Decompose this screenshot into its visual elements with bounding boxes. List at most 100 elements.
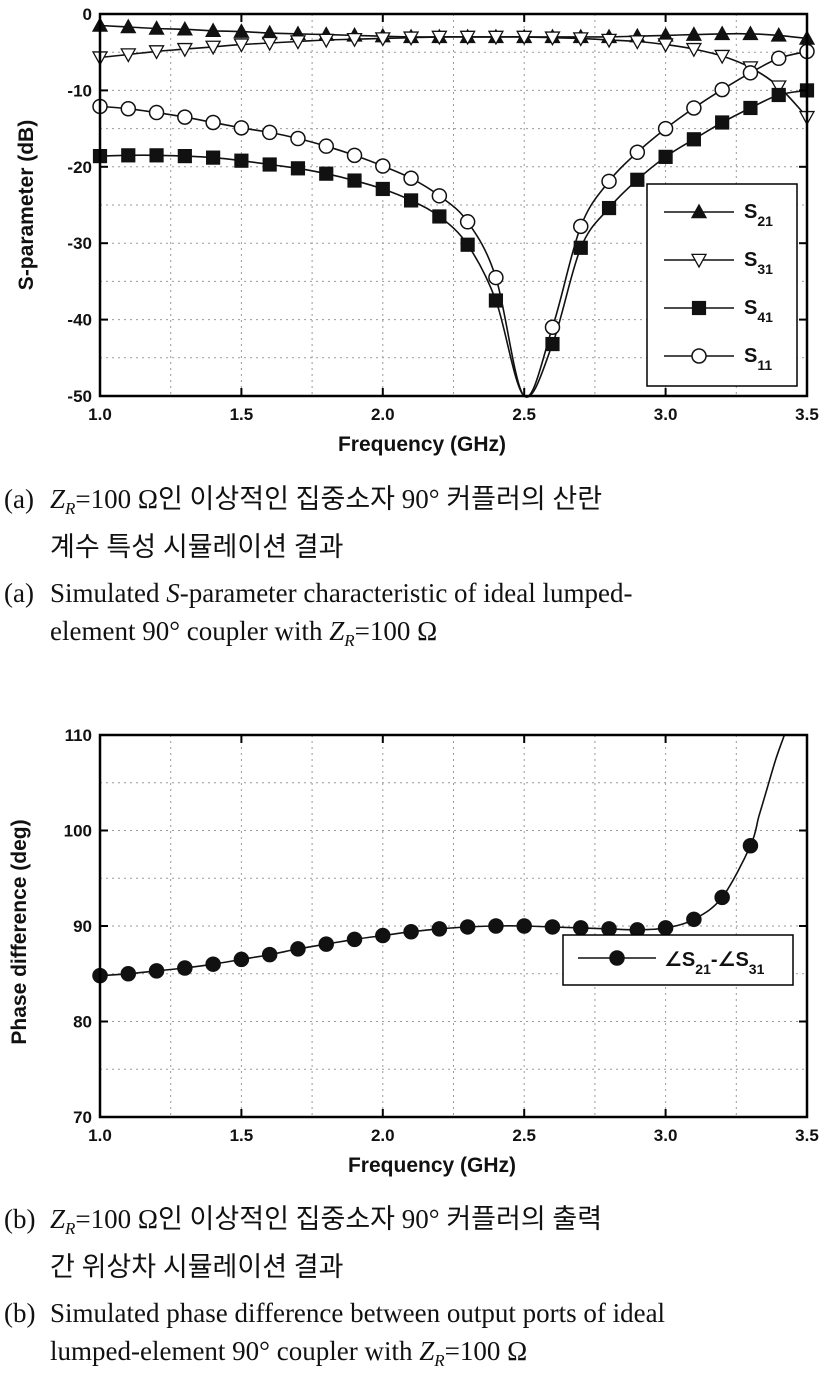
chart-a-frame xyxy=(98,12,809,398)
chart-a-legend: S21 S31 S41 S11 xyxy=(646,183,798,387)
caption-b-english-line2-post: =100 Ω xyxy=(444,1336,528,1366)
caption-a-english: (a) Simulated S-parameter characteristic … xyxy=(4,574,823,660)
chart-a-y-tick-labels: 0 -10 -20 -30 -40 -50 xyxy=(67,5,92,406)
data-point-S41 xyxy=(488,293,504,308)
data-point-S31 xyxy=(459,30,476,46)
caption-a-english-z-sub: R xyxy=(344,631,355,651)
data-point-S41 xyxy=(601,200,617,216)
chart-a: 0 -10 -20 -30 -40 -50 1.0 1.5 2.0 2.5 3.0 3.5 Freq… xyxy=(15,5,819,456)
data-point-S41 xyxy=(121,148,136,163)
legend-label-phase: ∠S21-∠S31 xyxy=(664,949,765,977)
data-point-S21 xyxy=(120,18,137,34)
caption-b-english-line2-pre: lumped-element 90° coupler with xyxy=(50,1336,420,1366)
y-tick-label: -30 xyxy=(67,234,92,253)
legend-marker-S41 xyxy=(691,300,707,316)
caption-a-korean: (a) ZR=100 Ω인 이상적인 집중소자 90° 커플러의 산란 계수 특성… xyxy=(4,480,823,566)
x-tick-label: 1.5 xyxy=(230,405,254,424)
data-point-∠S21-∠S31 xyxy=(459,919,476,935)
y-tick-label: -20 xyxy=(67,158,92,177)
data-point-S21 xyxy=(770,27,787,42)
data-point-∠S21-∠S31 xyxy=(488,918,504,934)
data-point-∠S21-∠S31 xyxy=(318,936,334,952)
chart-b-legend: ∠S21-∠S31 xyxy=(562,934,794,986)
x-tick-label: 2.5 xyxy=(512,405,536,424)
data-point-S11 xyxy=(488,269,504,286)
caption-b-korean-z-sub: R xyxy=(65,1219,76,1239)
data-point-S41 xyxy=(686,132,701,147)
data-point-∠S21-∠S31 xyxy=(261,946,278,963)
y-tick-label: 70 xyxy=(73,1108,92,1127)
data-point-S41 xyxy=(432,209,447,224)
data-point-∠S21-∠S31 xyxy=(290,941,306,957)
data-point-∠S21-∠S31 xyxy=(346,931,363,948)
x-tick-label: 2.5 xyxy=(512,1126,536,1145)
chart-b: 110 100 90 80 70 1.0 1.5 2.0 2.5 3.0 3.5 Frequenc… xyxy=(8,726,819,1177)
data-point-S21 xyxy=(148,20,165,35)
data-point-S11 xyxy=(261,124,278,141)
caption-b-korean-z: Z xyxy=(50,1204,66,1234)
x-tick-label: 1.5 xyxy=(230,1126,254,1145)
caption-b-korean-line1: =100 Ω인 이상적인 집중소자 90° 커플러의 출력 xyxy=(75,1204,603,1234)
data-point-S41 xyxy=(658,149,673,164)
caption-b-korean-line2: 간 위상차 시뮬레이션 결과 xyxy=(50,1252,344,1283)
data-point-S31 xyxy=(120,48,137,63)
data-point-S41 xyxy=(149,148,164,163)
data-point-S31 xyxy=(600,33,618,49)
x-tick-label: 1.0 xyxy=(88,405,112,424)
data-point-∠S21-∠S31 xyxy=(742,838,759,854)
y-tick-label: 110 xyxy=(65,726,92,745)
legend-label-S11: S11 xyxy=(744,345,772,373)
data-point-S31 xyxy=(657,38,674,53)
data-point-∠S21-∠S31 xyxy=(177,960,193,976)
data-point-S31 xyxy=(572,32,589,47)
chart-b-y-tick-labels: 110 100 90 80 70 xyxy=(64,726,92,1127)
data-point-S11 xyxy=(742,65,759,81)
data-point-S31 xyxy=(487,30,505,46)
data-point-∠S21-∠S31 xyxy=(431,921,448,937)
data-point-∠S21-∠S31 xyxy=(205,956,221,972)
data-point-S31 xyxy=(714,49,731,65)
data-point-S31 xyxy=(402,31,420,47)
data-point-∠S21-∠S31 xyxy=(375,927,391,944)
caption-b-english-z-sub: R xyxy=(434,1351,445,1371)
data-point-S31 xyxy=(148,45,165,60)
x-tick-label: 3.5 xyxy=(795,1126,819,1145)
x-tick-label: 3.0 xyxy=(654,405,678,424)
legend-marker-S21 xyxy=(690,203,708,219)
legend-marker-S11 xyxy=(691,348,707,364)
data-point-S41 xyxy=(262,157,277,172)
data-point-∠S21-∠S31 xyxy=(233,951,250,968)
caption-a-english-line2-post: =100 Ω xyxy=(354,616,438,646)
data-point-S31 xyxy=(374,32,391,47)
data-point-S41 xyxy=(347,173,362,188)
data-point-S21 xyxy=(714,25,731,41)
caption-a-korean-line1: =100 Ω인 이상적인 집중소자 90° 커플러의 산란 xyxy=(75,484,603,514)
data-point-S21 xyxy=(176,20,193,36)
chart-a-legend-box xyxy=(646,183,798,387)
caption-a-english-label: (a) xyxy=(4,578,34,608)
data-point-S31 xyxy=(544,31,561,47)
x-tick-label: 3.0 xyxy=(654,1126,678,1145)
data-point-S11 xyxy=(601,173,617,190)
data-point-S41 xyxy=(375,181,390,197)
data-point-S11 xyxy=(177,109,193,125)
chart-b-x-axis-label: Frequency (GHz) xyxy=(348,1154,516,1177)
y-tick-label: 80 xyxy=(73,1013,92,1032)
legend-label-S21: S21 xyxy=(744,201,773,229)
y-tick-label: -10 xyxy=(67,81,92,100)
y-tick-label: 90 xyxy=(73,917,92,936)
caption-a-korean-label: (a) xyxy=(4,484,34,514)
data-point-S11 xyxy=(346,147,363,164)
caption-a-korean-line2: 계수 특성 시뮬레이션 결과 xyxy=(50,532,344,563)
data-point-S11 xyxy=(459,214,476,230)
caption-a-english-line1: -parameter characteristic of ideal lumpe… xyxy=(179,578,633,608)
chart-b-legend-box xyxy=(562,934,794,986)
data-point-S41 xyxy=(573,240,588,255)
legend-label-S41: S41 xyxy=(744,297,773,325)
legend-marker-S31 xyxy=(690,253,708,269)
data-point-S31 xyxy=(770,80,787,95)
data-point-S11 xyxy=(205,114,221,131)
x-tick-label: 3.5 xyxy=(795,405,819,424)
legend-label-S31: S31 xyxy=(744,249,773,277)
data-point-S11 xyxy=(714,81,730,98)
